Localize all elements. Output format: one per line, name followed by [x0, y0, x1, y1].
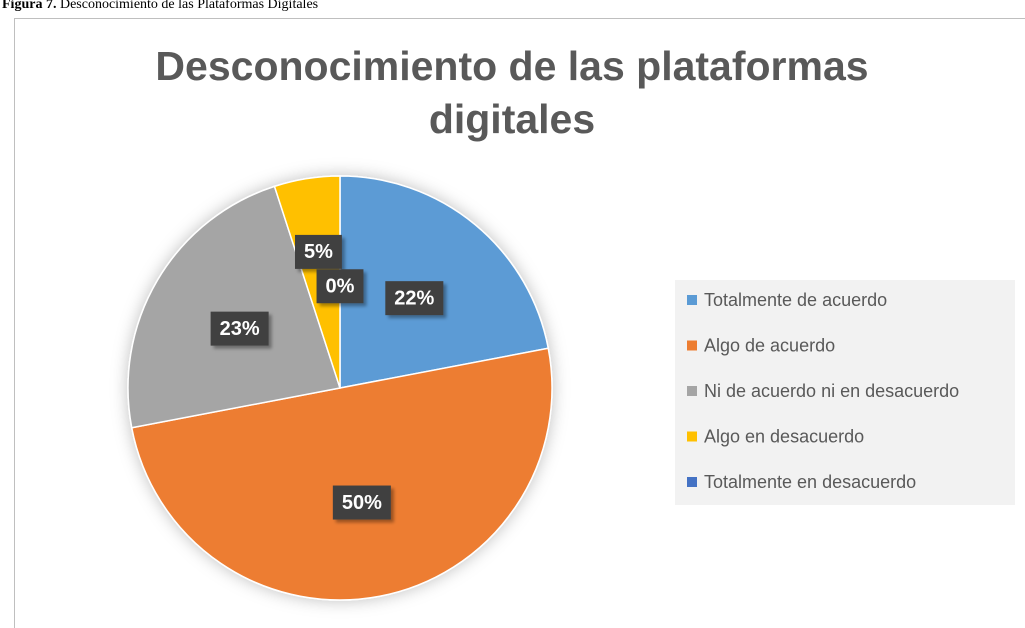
data-label-box	[294, 234, 342, 269]
data-label: 50%	[332, 485, 391, 520]
pie-slice	[273, 175, 341, 389]
data-label-box	[210, 311, 269, 346]
chart-title: Desconocimiento de las plataformas digit…	[155, 43, 869, 142]
pie-slice	[130, 347, 553, 601]
legend-label: Algo en desacuerdo	[704, 426, 864, 446]
data-label-text: 23%	[220, 318, 260, 340]
data-label: 0%	[316, 269, 364, 304]
legend-label: Totalmente de acuerdo	[704, 290, 887, 310]
data-label: 23%	[210, 311, 269, 346]
data-label-text: 22%	[394, 287, 434, 309]
pie	[127, 175, 553, 601]
data-label-text: 50%	[342, 492, 382, 514]
legend-swatch	[687, 431, 697, 442]
legend-label: Algo de acuerdo	[704, 335, 835, 355]
data-label-box	[316, 269, 364, 304]
data-label-text: 5%	[304, 241, 333, 263]
pie-slice	[339, 175, 550, 389]
figure-caption: Figura 7. Desconocimiento de las Platafo…	[2, 0, 318, 13]
legend-swatch	[687, 386, 697, 396]
data-label: 22%	[385, 281, 444, 316]
figure-caption-text: Desconocimiento de las Plataformas Digit…	[59, 0, 319, 12]
data-label-box	[332, 485, 391, 520]
legend-swatch	[687, 477, 697, 487]
data-label: 5%	[294, 234, 342, 269]
figure-label: Figura 7.	[2, 0, 57, 12]
data-label-text: 0%	[326, 276, 355, 298]
pie-slice	[127, 185, 341, 429]
legend-swatch	[687, 340, 697, 351]
legend-box	[675, 280, 1015, 505]
legend-swatch	[687, 295, 697, 305]
legend-label: Totalmente en desacuerdo	[704, 472, 916, 492]
data-label-box	[385, 281, 444, 316]
legend-label: Ni de acuerdo ni en desacuerdo	[704, 381, 959, 401]
chart-frame	[14, 18, 1025, 628]
